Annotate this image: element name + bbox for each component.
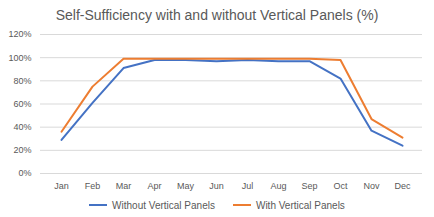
svg-text:100%: 100%: [8, 53, 31, 63]
svg-text:Mar: Mar: [116, 181, 132, 191]
svg-text:Jun: Jun: [209, 181, 224, 191]
svg-text:80%: 80%: [13, 76, 31, 86]
svg-text:Nov: Nov: [363, 181, 380, 191]
svg-text:40%: 40%: [13, 122, 31, 132]
svg-text:120%: 120%: [8, 29, 31, 39]
svg-text:May: May: [177, 181, 195, 191]
svg-text:Oct: Oct: [333, 181, 348, 191]
svg-text:Aug: Aug: [270, 181, 286, 191]
svg-text:Sep: Sep: [301, 181, 317, 191]
svg-text:20%: 20%: [13, 145, 31, 155]
html-text:Without Vertical Panels: Without Vertical Panels: [112, 199, 215, 211]
html-text:Self-Sufficiency with and with: Self-Sufficiency with and without Vertic…: [55, 7, 379, 23]
html-text:With Vertical Panels: With Vertical Panels: [255, 199, 345, 211]
svg-text:Feb: Feb: [85, 181, 101, 191]
svg-text:Apr: Apr: [147, 181, 161, 191]
svg-text:60%: 60%: [13, 99, 31, 109]
svg-text:Jan: Jan: [54, 181, 69, 191]
svg-text:Dec: Dec: [394, 181, 411, 191]
svg-text:0%: 0%: [18, 168, 31, 178]
svg-text:Jul: Jul: [242, 181, 254, 191]
